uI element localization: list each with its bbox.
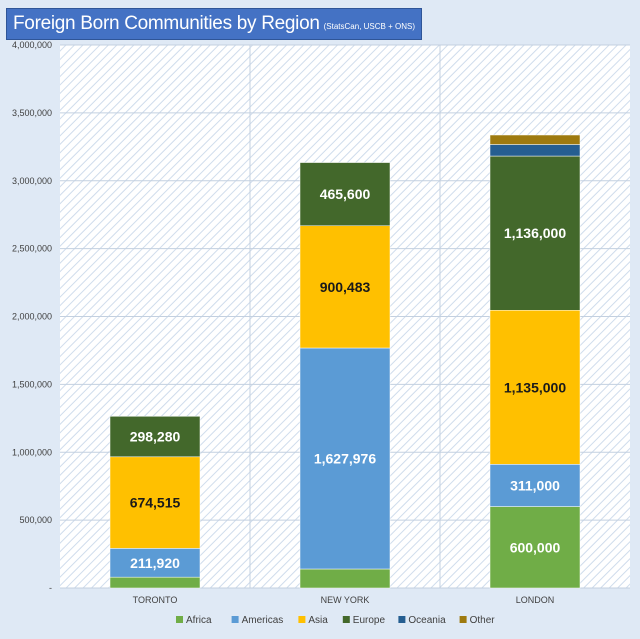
bar-london-europe [489, 155, 581, 311]
x-tick-label: LONDON [516, 595, 555, 605]
data-label-london-asia: 1,135,000 [504, 379, 566, 395]
legend: Africa Americas Asia Europe Oceania Other [176, 615, 495, 626]
chart-title-box: Foreign Born Communities by Region (Stat… [6, 8, 422, 40]
chart-title: Foreign Born Communities by Region [13, 13, 320, 34]
bar-london-oceania [489, 144, 581, 157]
bar-london-africa [489, 506, 581, 589]
legend-label-oceania: Oceania [408, 615, 446, 626]
x-tick-label: NEW YORK [321, 595, 370, 605]
bar-london-other [489, 134, 581, 145]
bar-toronto-asia [109, 456, 201, 549]
legend-label-europe: Europe [353, 615, 386, 626]
y-tick-label: 2,500,000 [12, 244, 52, 254]
data-label-london-africa: 600,000 [510, 539, 561, 555]
bar-new-york-asia [299, 225, 391, 349]
bar-toronto-africa [109, 576, 201, 589]
data-label-london-americas: 311,000 [510, 477, 560, 493]
y-tick-label: 2,000,000 [12, 312, 52, 322]
chart-subtitle: (StatsCan, USCB + ONS) [323, 22, 415, 31]
data-label-toronto-europe: 298,280 [130, 429, 181, 445]
legend-swatch-europe [342, 616, 350, 623]
y-tick-label: 1,500,000 [12, 379, 52, 389]
x-tick-label: TORONTO [133, 595, 178, 605]
bar-london-americas [489, 464, 581, 507]
data-label-new-york-europe: 465,600 [320, 186, 371, 202]
y-tick-label: 500,000 [19, 515, 52, 525]
bars: 211,920 674,515 298,280 1,627,976 900,483 465… [109, 134, 581, 589]
bar-new-york-africa [299, 568, 391, 589]
data-label-new-york-americas: 1,627,976 [314, 450, 376, 466]
y-tick-label: 1,000,000 [12, 447, 52, 457]
axes: - 500,000 1,000,000 1,500,000 2,000,000 2,500… [12, 40, 554, 605]
bar-toronto-europe [109, 416, 201, 458]
legend-label-other: Other [470, 615, 496, 626]
legend-swatch-oceania [398, 616, 406, 623]
y-tick-label: 3,500,000 [12, 108, 52, 118]
y-tick-label: 3,000,000 [12, 176, 52, 186]
data-label-toronto-asia: 674,515 [130, 495, 181, 511]
data-label-toronto-americas: 211,920 [130, 555, 180, 571]
y-tick-label: 4,000,000 [12, 40, 52, 50]
legend-swatch-other [459, 616, 467, 623]
legend-label-americas: Americas [242, 615, 284, 626]
legend-label-asia: Asia [308, 615, 328, 626]
data-label-new-york-asia: 900,483 [320, 279, 371, 295]
bar-toronto-americas [109, 548, 201, 578]
bar-london-asia [489, 310, 581, 465]
legend-swatch-africa [176, 616, 183, 623]
y-tick-label: - [49, 583, 52, 593]
data-label-london-europe: 1,136,000 [504, 225, 566, 241]
legend-label-africa: Africa [186, 615, 212, 626]
legend-swatch-asia [298, 616, 306, 623]
legend-swatch-americas [231, 616, 239, 623]
bar-new-york-europe [299, 162, 391, 227]
